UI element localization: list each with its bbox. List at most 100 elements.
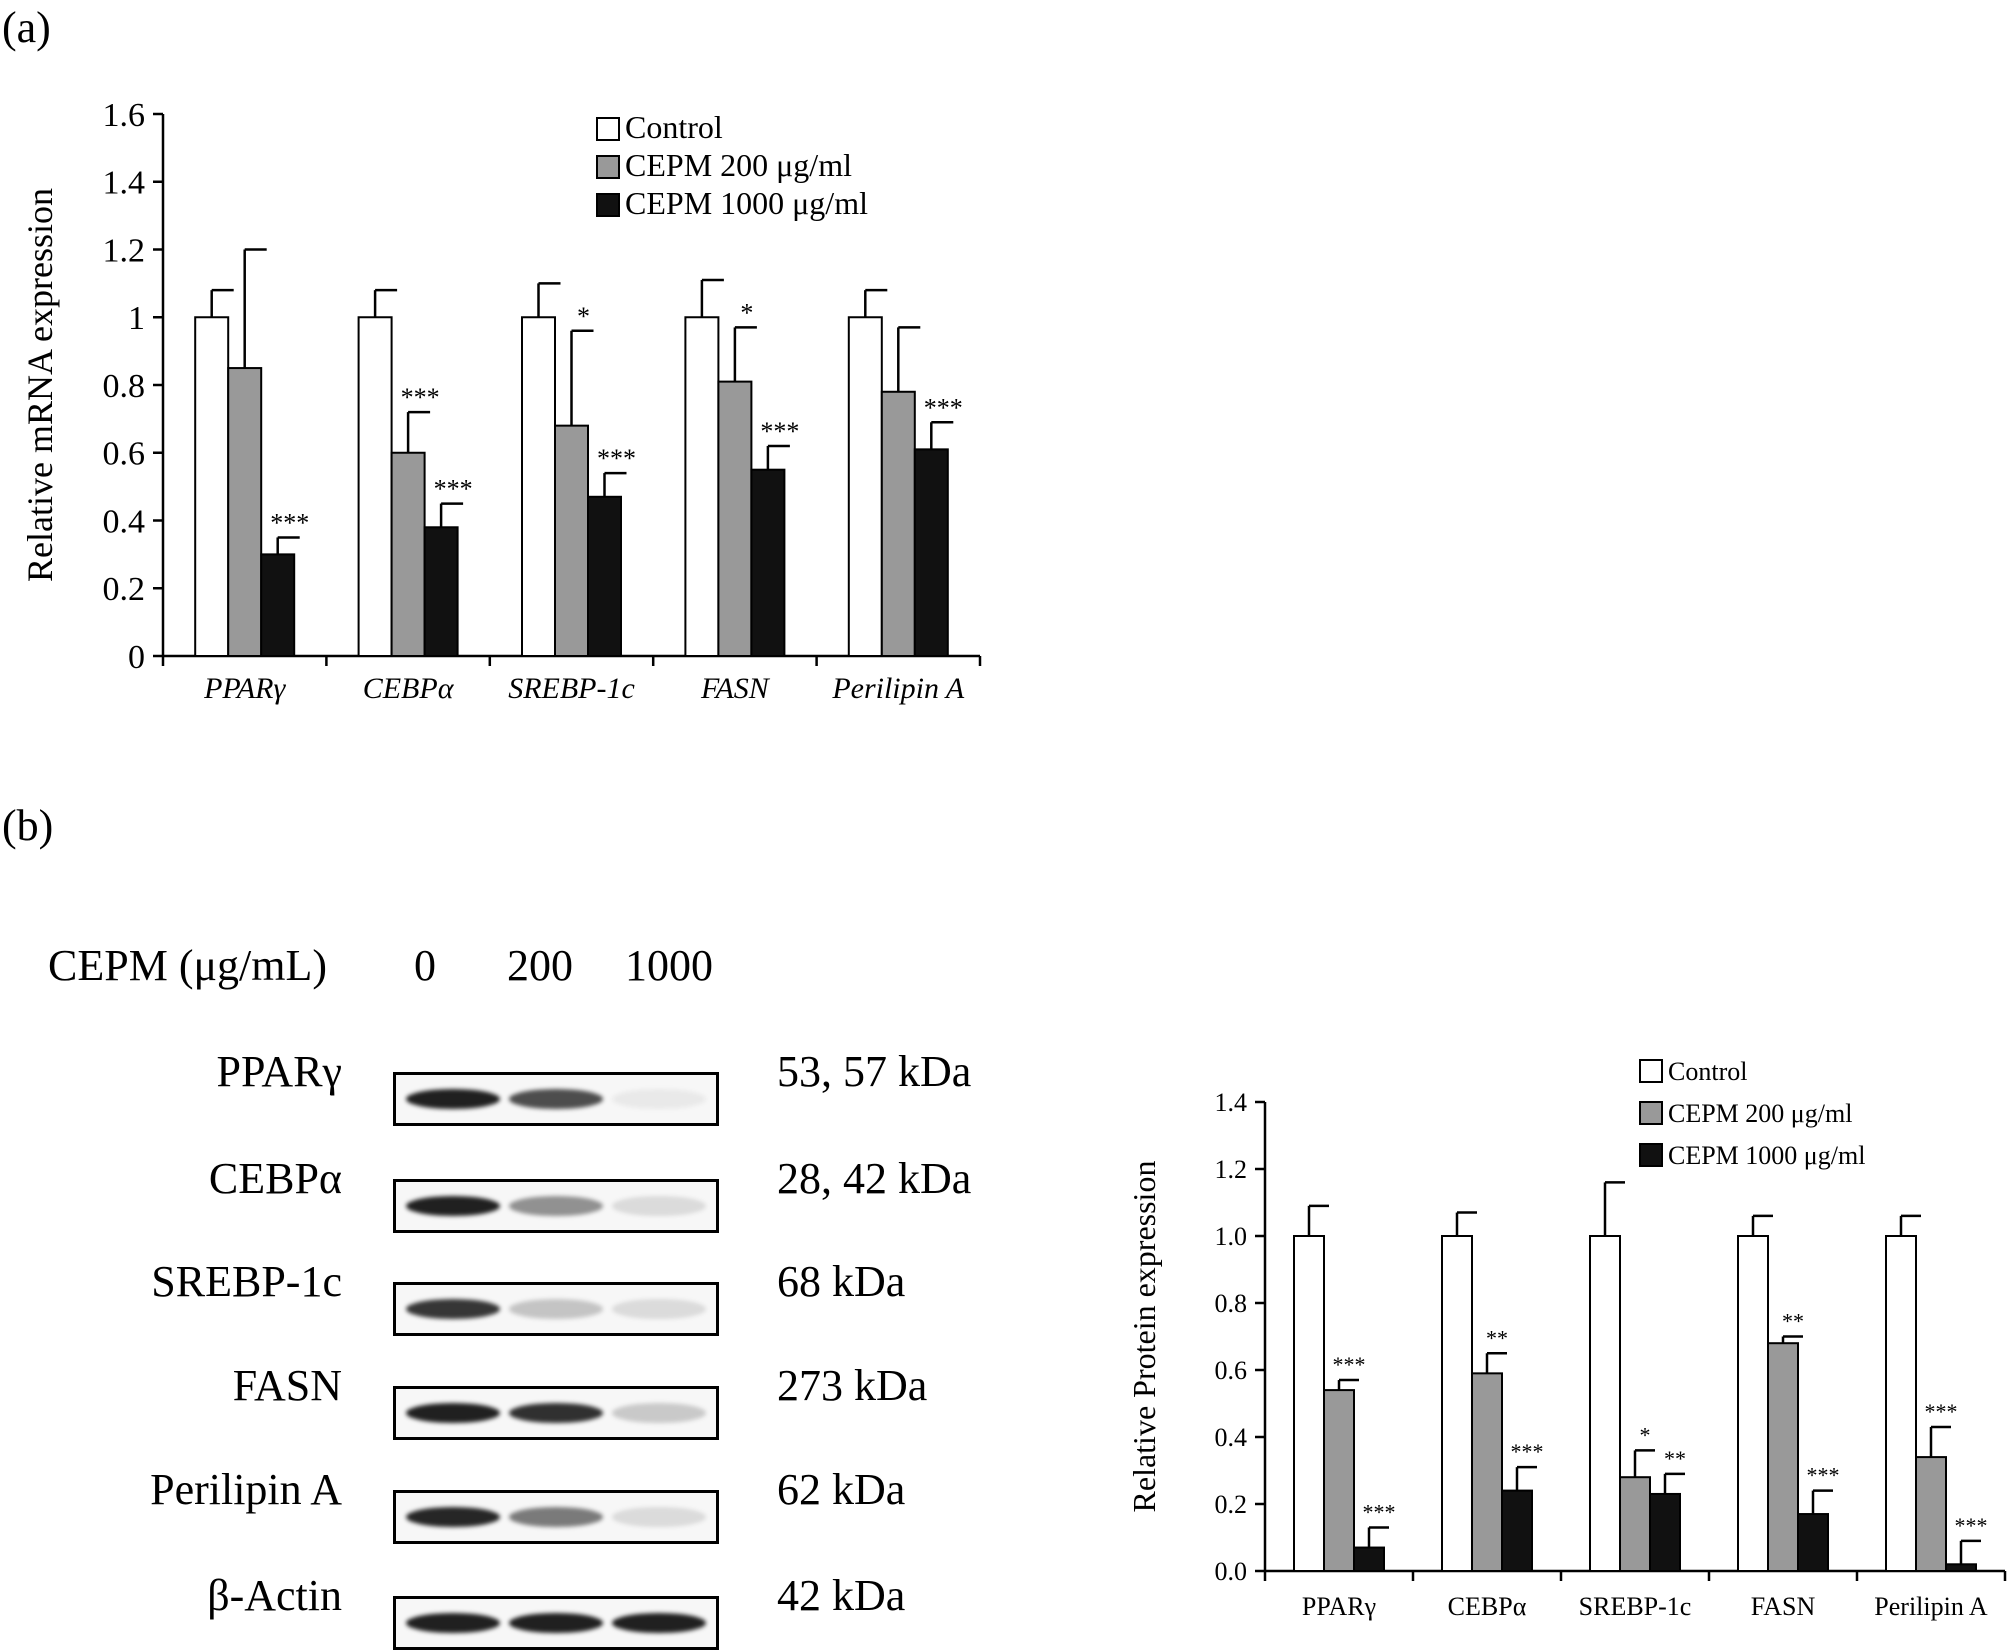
blot-protein-label: Perilipin A xyxy=(150,1465,342,1514)
protein-bar-cepm1000 xyxy=(1945,1563,1977,1573)
panel-a-label: (a) xyxy=(2,3,51,52)
protein-bar-control xyxy=(1589,1235,1621,1572)
protein-y-tick-label: 0.6 xyxy=(1215,1356,1248,1385)
blot-band xyxy=(509,1196,603,1216)
blot-band xyxy=(612,1089,706,1109)
mrna-y-tick-label: 1.6 xyxy=(103,97,146,134)
protein-bar-cepm200 xyxy=(1767,1342,1799,1572)
mrna-significance-label: *** xyxy=(434,475,473,504)
protein-significance-label: ** xyxy=(1664,1446,1686,1471)
mrna-y-tick-label: 0.2 xyxy=(103,571,146,608)
mrna-bar-control xyxy=(684,316,720,657)
mrna-bar-cepm200 xyxy=(880,390,916,657)
protein-legend-swatch xyxy=(1639,1101,1663,1125)
blot-strip xyxy=(393,1490,719,1544)
protein-legend-label: CEPM 200 μg/ml xyxy=(1668,1099,1852,1128)
panel-b-label: (b) xyxy=(2,801,54,850)
blot-band xyxy=(509,1299,603,1319)
blot-band xyxy=(612,1299,706,1319)
protein-legend-swatch xyxy=(1639,1059,1663,1083)
blot-protein-label: FASN xyxy=(232,1361,342,1410)
protein-significance-label: ** xyxy=(1782,1309,1804,1334)
mrna-bar-cepm200 xyxy=(717,380,753,657)
dose-0: 0 xyxy=(414,941,436,990)
mrna-bar-cepm1000 xyxy=(260,553,296,657)
protein-y-tick-label: 0.8 xyxy=(1215,1289,1248,1318)
protein-bar-cepm1000 xyxy=(1353,1546,1385,1573)
protein-y-tick-label: 1.0 xyxy=(1215,1222,1248,1251)
blot-band xyxy=(406,1507,500,1527)
blot-size-label: 53, 57 kDa xyxy=(777,1047,972,1096)
protein-bar-control xyxy=(1441,1235,1473,1572)
protein-y-tick-label: 0.0 xyxy=(1215,1557,1248,1586)
protein-significance-label: ** xyxy=(1486,1325,1508,1350)
mrna-category-label: PPARγ xyxy=(203,672,286,705)
mrna-bar-cepm200 xyxy=(390,451,426,657)
blot-band xyxy=(406,1089,500,1109)
blot-protein-label: CEBPα xyxy=(208,1154,342,1203)
protein-legend-label: CEPM 1000 μg/ml xyxy=(1668,1141,1865,1170)
blot-strip xyxy=(393,1282,719,1336)
blot-protein-label: β-Actin xyxy=(207,1571,342,1620)
protein-bar-cepm1000 xyxy=(1501,1489,1533,1572)
protein-bar-control xyxy=(1293,1235,1325,1572)
protein-bar-cepm1000 xyxy=(1649,1492,1681,1572)
mrna-legend-label: CEPM 1000 μg/ml xyxy=(625,185,868,221)
protein-significance-label: *** xyxy=(1955,1513,1988,1538)
mrna-y-tick-label: 0.4 xyxy=(103,503,146,540)
blot-band xyxy=(612,1507,706,1527)
protein-category-label: Perilipin A xyxy=(1874,1592,1988,1621)
mrna-category-label: Perilipin A xyxy=(831,672,965,705)
mrna-y-tick-label: 0 xyxy=(128,639,145,676)
protein-y-tick-label: 1.4 xyxy=(1215,1088,1248,1117)
protein-significance-label: *** xyxy=(1807,1463,1840,1488)
blot-strip xyxy=(393,1072,719,1126)
protein-bar-control xyxy=(1885,1235,1917,1572)
mrna-significance-label: *** xyxy=(924,393,963,422)
protein-y-tick-label: 1.2 xyxy=(1215,1155,1248,1184)
mrna-legend-label: CEPM 200 μg/ml xyxy=(625,147,852,183)
mrna-y-tick-label: 1.2 xyxy=(103,232,146,269)
protein-significance-label: *** xyxy=(1511,1439,1544,1464)
mrna-bar-control xyxy=(521,316,556,657)
blot-size-label: 62 kDa xyxy=(777,1465,906,1514)
mrna-bar-control xyxy=(194,316,230,657)
mrna-bar-cepm1000 xyxy=(913,448,949,657)
mrna-bar-cepm200 xyxy=(554,424,589,657)
blot-band xyxy=(509,1089,603,1109)
blot-size-label: 42 kDa xyxy=(777,1571,906,1620)
mrna-significance-label: *** xyxy=(760,417,799,446)
blot-size-label: 28, 42 kDa xyxy=(777,1154,972,1203)
blot-strip xyxy=(393,1386,719,1440)
protein-category-label: CEBPα xyxy=(1448,1592,1527,1621)
blot-band xyxy=(406,1299,500,1319)
protein-bar-cepm1000 xyxy=(1797,1513,1829,1573)
mrna-y-tick-label: 1 xyxy=(128,300,145,337)
mrna-category-label: SREBP-1c xyxy=(508,672,635,705)
protein-bar-cepm200 xyxy=(1471,1372,1503,1572)
protein-legend-swatch xyxy=(1639,1143,1663,1167)
protein-y-tick-label: 0.4 xyxy=(1215,1423,1248,1452)
mrna-bar-cepm200 xyxy=(227,367,263,657)
protein-legend-label: Control xyxy=(1668,1057,1747,1086)
blot-band xyxy=(406,1403,500,1423)
mrna-y-axis-label: Relative mRNA expression xyxy=(20,188,60,582)
protein-significance-label: * xyxy=(1640,1422,1651,1447)
mrna-category-label: CEBPα xyxy=(363,672,455,705)
protein-category-label: PPARγ xyxy=(1302,1592,1376,1621)
mrna-legend-swatch xyxy=(596,155,620,179)
mrna-y-tick-label: 1.4 xyxy=(103,165,146,202)
blot-strip xyxy=(393,1596,719,1650)
blot-band xyxy=(612,1196,706,1216)
dose-1000: 1000 xyxy=(625,941,713,990)
mrna-bar-cepm1000 xyxy=(423,526,459,658)
blot-band xyxy=(612,1613,706,1633)
blot-band xyxy=(509,1507,603,1527)
blot-protein-label: SREBP-1c xyxy=(151,1257,342,1306)
dose-label: CEPM (μg/mL) xyxy=(48,941,328,990)
mrna-y-tick-label: 0.8 xyxy=(103,368,146,405)
mrna-significance-label: *** xyxy=(270,508,309,537)
protein-y-axis-label: Relative Protein expression xyxy=(1126,1161,1162,1513)
mrna-significance-label: * xyxy=(577,302,590,331)
mrna-significance-label: *** xyxy=(597,444,636,473)
